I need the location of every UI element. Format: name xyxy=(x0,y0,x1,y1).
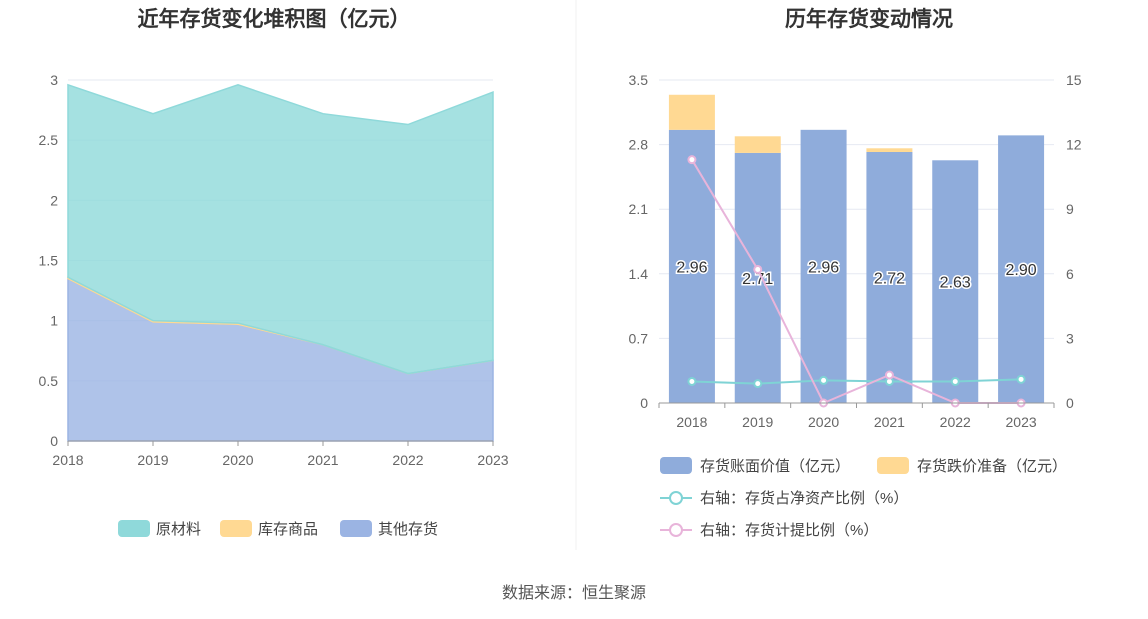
bar-value-label: 2.96 xyxy=(808,259,839,276)
line-point-2 xyxy=(687,376,697,386)
bar-book-value xyxy=(998,135,1045,403)
right-x-tick-label: 2019 xyxy=(742,414,773,430)
left-y-tick-label: 1 xyxy=(50,313,58,329)
left-x-tick-label: 2021 xyxy=(307,452,338,468)
line-point-2 xyxy=(950,376,960,386)
left-x-tick-label: 2020 xyxy=(222,452,253,468)
right-y2-tick-label: 3 xyxy=(1066,330,1074,346)
left-legend-label: 原材料 xyxy=(156,521,201,538)
bar-impairment xyxy=(866,148,913,152)
left-x-tick-label: 2019 xyxy=(137,452,168,468)
left-areas xyxy=(67,83,494,442)
bar-impairment xyxy=(668,94,715,130)
bar-book-value xyxy=(734,152,781,403)
left-y-tick-label: 2.5 xyxy=(39,132,59,148)
right-legend: 存货账面价值（亿元） 存货跌价准备（亿元） 右轴：存货占净资产比例（%） 右轴：存货计… xyxy=(660,457,1067,539)
line-point-3 xyxy=(753,264,763,274)
right-legend-marker xyxy=(669,491,683,505)
right-x-tick-label: 2023 xyxy=(1006,414,1037,430)
right-legend-label: 右轴：存货计提比例（%） xyxy=(700,522,878,539)
right-axes: 0 0.7 1.4 2.1 2.8 3.5 0 3 6 9 12 15 2018 2019 2020 2021… xyxy=(629,72,1082,430)
left-legend-swatch xyxy=(118,520,150,537)
line-point-2 xyxy=(819,375,829,385)
right-y2-tick-label: 6 xyxy=(1066,266,1074,282)
bar-line-combo-chart: 历年存货变动情况 2.962.712.962.72 2.632.90 00.71.… xyxy=(629,7,1082,539)
left-x-tick-label: 2018 xyxy=(52,452,83,468)
right-legend-label: 存货账面价值（亿元） xyxy=(700,458,850,475)
bar-value-label: 2.72 xyxy=(874,270,905,287)
line-point-3 xyxy=(884,370,894,380)
left-x-tick-label: 2023 xyxy=(477,452,508,468)
bar-book-value xyxy=(668,129,715,403)
stacked-area-chart: 近年存货变化堆积图（亿元） 0 0.5 1 1.5 2 2.5 3 2018 2019 2020 2… xyxy=(39,7,509,538)
left-x-tick-label: 2022 xyxy=(392,452,423,468)
right-y-tick-label: 0 xyxy=(640,395,648,411)
left-legend-label: 其他存货 xyxy=(378,521,438,538)
left-axes: 0 0.5 1 1.5 2 2.5 3 2018 2019 2020 2021 2022 2023 xyxy=(39,72,509,468)
line-point-3 xyxy=(687,155,697,165)
line-point-2 xyxy=(753,379,763,389)
left-legend-swatch xyxy=(340,520,372,537)
left-y-tick-label: 0.5 xyxy=(39,373,59,389)
line-point-2 xyxy=(1016,374,1026,384)
area-series-2 xyxy=(67,83,494,375)
bar-book-value xyxy=(932,160,979,403)
right-legend-label: 右轴：存货占净资产比例（%） xyxy=(700,490,908,507)
right-x-tick-label: 2020 xyxy=(808,414,839,430)
right-y-tick-label: 2.8 xyxy=(629,137,649,153)
right-legend-swatch xyxy=(660,457,692,474)
right-x-tick-label: 2022 xyxy=(940,414,971,430)
bar-impairment xyxy=(734,136,781,153)
right-y2-tick-label: 9 xyxy=(1066,201,1074,217)
right-y2-tick-label: 0 xyxy=(1066,395,1074,411)
data-source: 数据来源：恒生聚源 xyxy=(502,584,646,602)
left-y-tick-label: 3 xyxy=(50,72,58,88)
bar-book-value xyxy=(866,151,913,403)
right-chart-title: 历年存货变动情况 xyxy=(785,7,953,31)
right-y-tick-label: 3.5 xyxy=(629,72,649,88)
right-y-tick-label: 0.7 xyxy=(629,330,649,346)
bar-book-value xyxy=(800,129,847,403)
left-y-tick-label: 1.5 xyxy=(39,253,59,269)
right-y-tick-label: 2.1 xyxy=(629,201,649,217)
bar-value-label: 2.63 xyxy=(940,275,971,292)
right-legend-marker xyxy=(669,523,683,537)
left-y-tick-label: 2 xyxy=(50,192,58,208)
right-y2-tick-label: 15 xyxy=(1066,72,1082,88)
right-bars: 2.962.712.962.72 2.632.90 xyxy=(668,94,1045,403)
left-y-tick-label: 0 xyxy=(50,433,58,449)
line-series-2 xyxy=(691,378,1022,385)
left-legend: 原材料 库存商品 其他存货 xyxy=(118,520,438,538)
right-x-tick-label: 2021 xyxy=(874,414,905,430)
bar-value-label: 2.90 xyxy=(1006,262,1037,279)
right-grid xyxy=(659,79,1054,339)
right-y-tick-label: 1.4 xyxy=(629,266,649,282)
right-x-tick-label: 2018 xyxy=(676,414,707,430)
bar-value-label: 2.96 xyxy=(676,259,707,276)
left-chart-title: 近年存货变化堆积图（亿元） xyxy=(138,7,411,31)
right-y2-tick-label: 12 xyxy=(1066,137,1082,153)
left-legend-label: 库存商品 xyxy=(258,521,318,538)
right-legend-swatch xyxy=(877,457,909,474)
right-legend-label: 存货跌价准备（亿元） xyxy=(917,458,1067,475)
left-legend-swatch xyxy=(220,520,252,537)
